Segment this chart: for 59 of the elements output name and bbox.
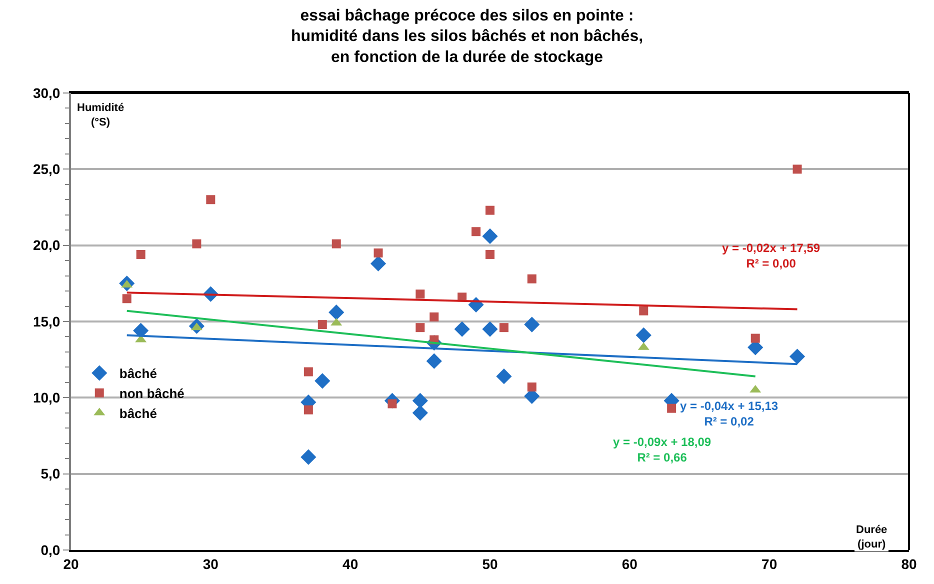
x-tick-label: 20: [63, 556, 79, 572]
point: [750, 334, 760, 343]
point: [136, 250, 146, 259]
point: [314, 373, 330, 389]
point: [496, 368, 512, 384]
point: [639, 306, 648, 316]
point: [527, 274, 536, 284]
point: [122, 294, 132, 304]
point: [454, 321, 470, 337]
y-tick-label: 30,0: [32, 84, 60, 101]
point: [370, 256, 386, 272]
point: [328, 304, 344, 320]
point: [482, 228, 498, 244]
point: [792, 164, 802, 174]
x-tick-label: 80: [901, 556, 917, 572]
point: [482, 321, 498, 337]
legend-label: bâché: [119, 366, 157, 382]
point: [486, 206, 494, 215]
point: [300, 449, 316, 465]
point: [524, 316, 540, 332]
y-axis-title: Humidité (°S): [77, 102, 124, 128]
point: [206, 195, 216, 204]
legend-label: non bâché: [119, 386, 184, 401]
point: [430, 312, 439, 322]
point: [527, 382, 536, 392]
annotation: y = -0,02x + 17,59 R² = 0,00: [722, 241, 820, 271]
y-tick-label: 25,0: [32, 161, 60, 178]
y-tick-label: 10,0: [32, 390, 60, 406]
point: [499, 323, 508, 332]
point: [416, 290, 425, 299]
point: [374, 248, 383, 258]
x-tick-label: 60: [622, 556, 638, 572]
point: [789, 348, 806, 364]
legend-label: bâché: [119, 406, 157, 421]
point: [332, 239, 341, 248]
x-tick-label: 40: [342, 556, 358, 572]
y-tick-label: 5,0: [40, 466, 60, 482]
point: [486, 250, 494, 259]
x-tick-label: 30: [202, 556, 219, 572]
point: [426, 353, 442, 369]
y-tick-label: 20,0: [32, 237, 60, 254]
x-tick-label: 70: [762, 556, 778, 572]
point: [667, 404, 676, 413]
annotation: y = -0,04x + 15,13 R² = 0,02: [680, 399, 778, 429]
point: [192, 239, 202, 248]
point: [636, 327, 652, 344]
point: [318, 320, 327, 330]
x-tick-label: 50: [482, 556, 498, 572]
annotation: y = -0,09x + 18,09 R² = 0,66: [613, 435, 712, 465]
point: [304, 405, 313, 414]
point: [412, 392, 428, 409]
point: [472, 227, 481, 236]
point: [416, 323, 425, 332]
point: [304, 367, 313, 376]
point: [412, 405, 428, 421]
chart-title: essai bâchage précoce des silos en pointe : humidité dans les silos bâchés et non bâchés, en fonction de la durée de stockage: [290, 7, 644, 66]
y-tick-label: 0,0: [40, 542, 60, 558]
x-axis-title: Durée (jour): [856, 524, 888, 550]
y-tick-label: 15,0: [32, 313, 60, 330]
